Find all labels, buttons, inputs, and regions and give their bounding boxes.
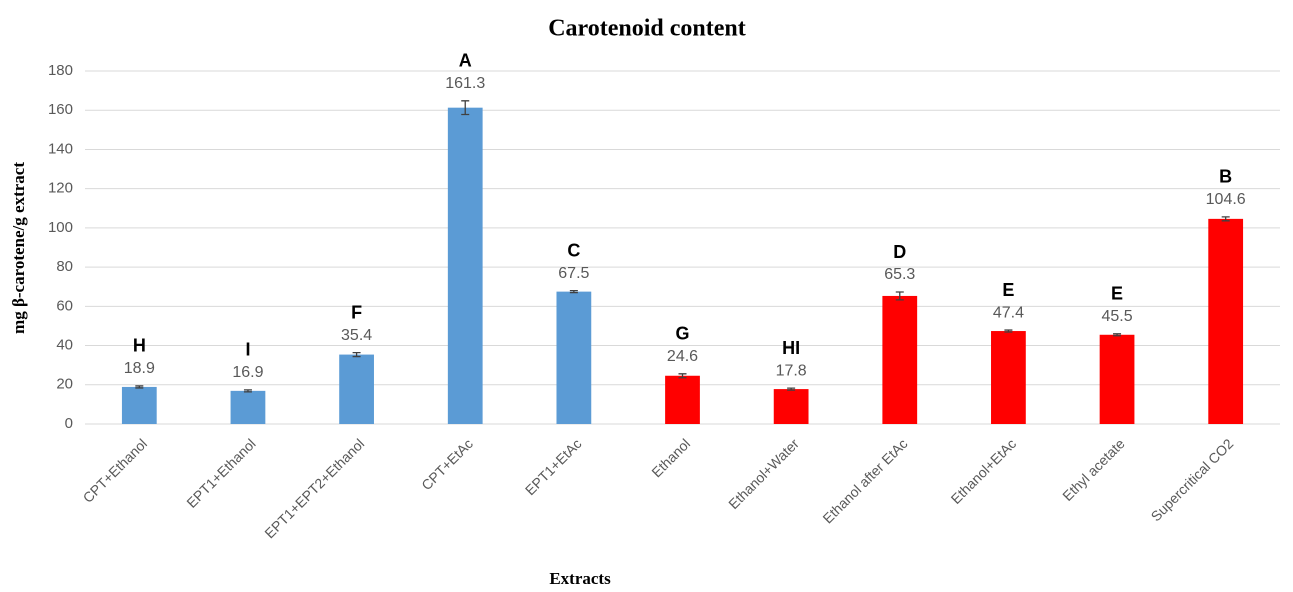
y-tick-label: 120 bbox=[48, 180, 73, 197]
data-label: 16.9 bbox=[232, 364, 263, 381]
data-label: 65.3 bbox=[884, 266, 915, 283]
error-bar bbox=[352, 351, 361, 358]
significance-letter: I bbox=[245, 340, 250, 360]
significance-letter: HI bbox=[782, 338, 800, 358]
chart-title: Carotenoid content bbox=[548, 16, 746, 42]
x-tick-label: EPT1+EPT2+Ethanol bbox=[261, 435, 367, 541]
significance-letter: H bbox=[133, 336, 146, 356]
significance-letter: A bbox=[459, 51, 472, 71]
y-tick-label: 80 bbox=[56, 258, 73, 275]
error-bar bbox=[1221, 216, 1230, 222]
y-tick-label: 100 bbox=[48, 219, 73, 236]
error-bar bbox=[135, 385, 144, 389]
error-bar bbox=[1004, 329, 1013, 333]
error-bar bbox=[569, 289, 578, 294]
bar bbox=[773, 389, 809, 424]
error-bar bbox=[461, 100, 470, 116]
error-bar bbox=[678, 373, 687, 379]
x-tick-label: Ethanol+Water bbox=[725, 435, 802, 512]
x-tick-label: EPT1+Ethanol bbox=[183, 435, 258, 510]
error-bar bbox=[787, 387, 796, 391]
bar bbox=[230, 390, 266, 424]
bar bbox=[991, 331, 1026, 424]
x-tick-label: CPT+Ethanol bbox=[80, 435, 150, 505]
data-label: 24.6 bbox=[667, 348, 698, 365]
bar bbox=[1208, 218, 1244, 424]
bar bbox=[447, 107, 483, 424]
y-tick-label: 180 bbox=[48, 62, 73, 79]
y-tick-label: 0 bbox=[65, 415, 73, 432]
significance-letter: E bbox=[1111, 284, 1123, 304]
data-label: 104.6 bbox=[1206, 191, 1246, 208]
significance-letter: B bbox=[1219, 167, 1232, 187]
data-label: 17.8 bbox=[776, 362, 807, 379]
y-axis-label: mg β-carotene/g extract bbox=[9, 162, 28, 334]
data-label: 35.4 bbox=[341, 327, 372, 344]
data-label: 18.9 bbox=[124, 360, 155, 377]
significance-letter: G bbox=[675, 324, 689, 344]
significance-letter: C bbox=[567, 240, 580, 260]
data-label: 47.4 bbox=[993, 304, 1024, 321]
x-axis-label: Extracts bbox=[549, 569, 611, 588]
error-bar bbox=[243, 389, 252, 393]
significance-letter: E bbox=[1002, 280, 1014, 300]
bar bbox=[665, 375, 700, 424]
y-tick-label: 140 bbox=[48, 140, 73, 157]
y-tick-label: 160 bbox=[48, 101, 73, 118]
bar bbox=[339, 354, 374, 424]
data-label: 161.3 bbox=[445, 75, 485, 92]
y-tick-label: 40 bbox=[56, 337, 73, 354]
error-bar bbox=[1113, 333, 1122, 337]
bar bbox=[1099, 334, 1135, 424]
y-tick-label: 20 bbox=[56, 376, 73, 393]
significance-letter: D bbox=[893, 242, 906, 262]
data-label: 67.5 bbox=[558, 265, 589, 282]
x-tick-label: EPT1+EtAc bbox=[522, 435, 585, 498]
x-tick-label: Ethanol after EtAc bbox=[819, 435, 910, 526]
y-tick-label: 60 bbox=[56, 297, 73, 314]
bar bbox=[121, 386, 157, 424]
x-tick-label: CPT+EtAc bbox=[418, 435, 476, 493]
x-tick-label: Supercritical CO2 bbox=[1148, 435, 1237, 524]
x-tick-label: Ethanol+EtAc bbox=[948, 435, 1020, 507]
data-label: 45.5 bbox=[1101, 308, 1132, 325]
x-tick-label: Ethanol bbox=[648, 435, 693, 480]
x-tick-label: Ethyl acetate bbox=[1059, 435, 1128, 504]
error-bar bbox=[895, 291, 904, 301]
bar bbox=[882, 295, 918, 424]
significance-letter: F bbox=[351, 302, 362, 322]
bar bbox=[556, 291, 592, 424]
